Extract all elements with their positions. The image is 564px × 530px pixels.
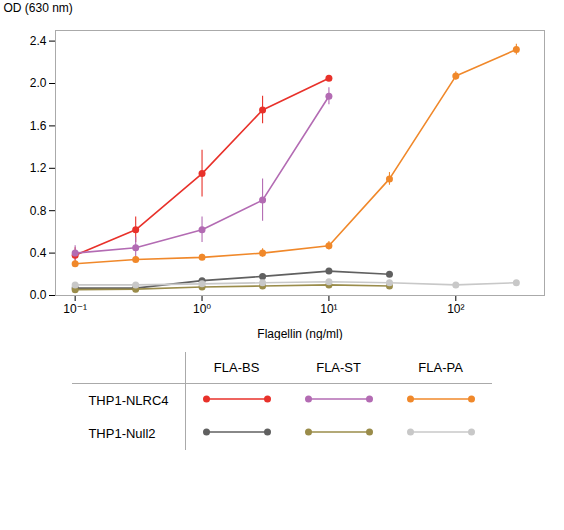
html-text:THP1-Null2: THP1-Null2 [88, 426, 156, 441]
svg-text:10⁰: 10⁰ [193, 302, 211, 316]
svg-text:2.4: 2.4 [30, 34, 47, 48]
html-text:FLA-BS: FLA-BS [213, 360, 260, 375]
svg-text:0.8: 0.8 [30, 204, 47, 218]
svg-text:0.4: 0.4 [30, 246, 47, 260]
svg-text:10²: 10² [447, 302, 464, 316]
svg-text:OD (630 nm): OD (630 nm) [4, 1, 73, 15]
svg-text:1.2: 1.2 [30, 161, 47, 175]
svg-text:Flagellin (ng/ml): Flagellin (ng/ml) [257, 327, 342, 341]
svg-text:2.0: 2.0 [30, 76, 47, 90]
svg-text:1.6: 1.6 [30, 119, 47, 133]
svg-text:10¹: 10¹ [320, 302, 337, 316]
svg-text:10⁻¹: 10⁻¹ [63, 302, 87, 316]
svg-text:0.0: 0.0 [30, 288, 47, 302]
html-text:FLA-ST: FLA-ST [316, 360, 361, 375]
html-text:FLA-PA: FLA-PA [418, 360, 463, 375]
html-text:THP1-NLRC4: THP1-NLRC4 [88, 393, 169, 408]
